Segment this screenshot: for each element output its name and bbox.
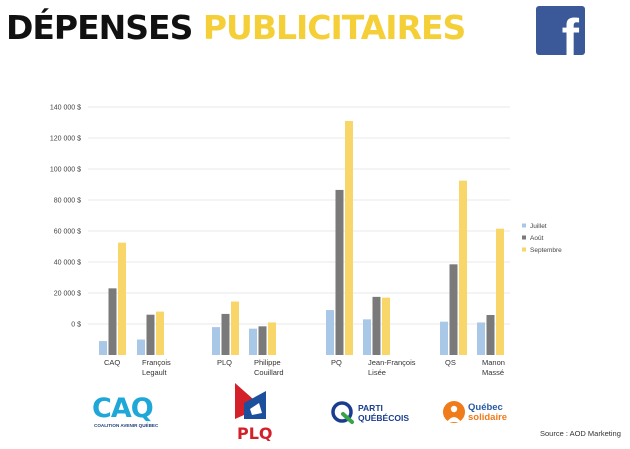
category-label: François: [142, 358, 171, 367]
category-label: Manon: [482, 358, 505, 367]
category-label: CAQ: [104, 358, 120, 367]
bar-septembre: [459, 180, 467, 355]
category-label: PLQ: [217, 358, 232, 367]
legend: Juillet Août Septembre: [522, 223, 562, 254]
legend-swatch: [522, 223, 526, 228]
bar-aot: [486, 315, 495, 355]
facebook-icon: f: [536, 6, 585, 55]
category-label: Massé: [482, 368, 504, 377]
caq-logo-text: CAQ: [92, 393, 153, 424]
bar-aot: [258, 326, 267, 355]
bar-juillet: [477, 322, 485, 355]
bar-aot: [146, 314, 155, 355]
y-tick-label: 80 000 $: [54, 198, 81, 205]
source-note: Source : AOD Marketing: [540, 429, 621, 438]
category-label: QS: [445, 358, 456, 367]
bar-septembre: [156, 311, 164, 355]
bar-juillet: [212, 327, 220, 355]
bar-aot: [221, 313, 230, 355]
bar-septembre: [345, 120, 353, 355]
bar-aot: [449, 264, 458, 355]
y-tick-label: 100 000 $: [50, 167, 81, 174]
caq-logo: CAQ COALITION AVENIR QUÉBEC: [90, 390, 172, 430]
pq-logo-line1: PARTI: [358, 403, 383, 413]
y-tick-label: 0 $: [71, 322, 81, 329]
pq-logo-line2: QUÉBÉCOIS: [358, 413, 409, 423]
facebook-glyph: f: [561, 9, 579, 55]
y-axis-tick-labels: 140 000 $ 120 000 $ 100 000 $ 80 000 $ 60 00…: [50, 105, 81, 329]
bar-septembre: [268, 322, 276, 355]
plq-logo-text: PLQ: [237, 424, 272, 441]
legend-swatch: [522, 235, 526, 240]
bar-juillet: [440, 321, 448, 355]
pq-logo: PARTI QUÉBÉCOIS: [330, 398, 410, 428]
bar-septembre: [496, 228, 504, 355]
y-tick-label: 140 000 $: [50, 105, 81, 112]
bar-juillet: [249, 328, 257, 355]
bar-aot: [108, 288, 117, 355]
legend-label: Septembre: [530, 247, 562, 254]
y-tick-label: 20 000 $: [54, 291, 81, 298]
category-label: PQ: [331, 358, 342, 367]
bar-septembre: [231, 301, 239, 355]
bar-septembre: [382, 297, 390, 355]
bars: [99, 120, 504, 355]
plq-logo: PLQ: [232, 383, 273, 443]
legend-label: Août: [530, 235, 544, 242]
page-title: DÉPENSES PUBLICITAIRES: [6, 8, 466, 48]
bar-aot: [335, 189, 344, 355]
bar-juillet: [99, 341, 107, 355]
title-word-publicitaires: PUBLICITAIRES: [202, 8, 466, 47]
category-label: Legault: [142, 368, 168, 377]
category-label: Philippe: [254, 358, 281, 367]
y-tick-label: 60 000 $: [54, 229, 81, 236]
caq-logo-subtext: COALITION AVENIR QUÉBEC: [94, 421, 159, 428]
grid-lines: [88, 106, 510, 325]
bar-juillet: [137, 339, 145, 355]
title-word-depenses: DÉPENSES: [6, 8, 193, 47]
legend-label: Juillet: [530, 223, 547, 230]
category-label: Couillard: [254, 368, 284, 377]
qs-logo-line2: solidaire: [468, 412, 507, 423]
qs-logo: Québec solidaire: [441, 396, 511, 430]
bar-aot: [372, 296, 381, 355]
qs-logo-line1: Québec: [468, 402, 503, 413]
category-label: Lisée: [368, 368, 386, 377]
bar-juillet: [363, 319, 371, 355]
plq-white-shape: [250, 403, 262, 415]
legend-swatch: [522, 247, 526, 252]
bar-juillet: [326, 310, 334, 355]
y-tick-label: 120 000 $: [50, 136, 81, 143]
category-label: Jean-François: [368, 358, 416, 367]
y-tick-label: 40 000 $: [54, 260, 81, 267]
bar-septembre: [118, 242, 126, 355]
